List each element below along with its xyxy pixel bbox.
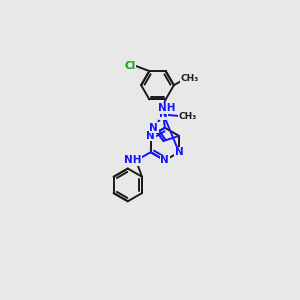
Text: CH₃: CH₃ [181,74,199,83]
Text: N: N [146,131,155,141]
Text: N: N [149,123,158,133]
Text: Cl: Cl [125,61,136,71]
Text: N: N [160,155,169,165]
Text: NH: NH [158,103,175,113]
Text: NH: NH [124,155,142,165]
Text: N: N [175,147,183,157]
Text: N: N [159,110,168,119]
Text: CH₃: CH₃ [178,112,196,121]
